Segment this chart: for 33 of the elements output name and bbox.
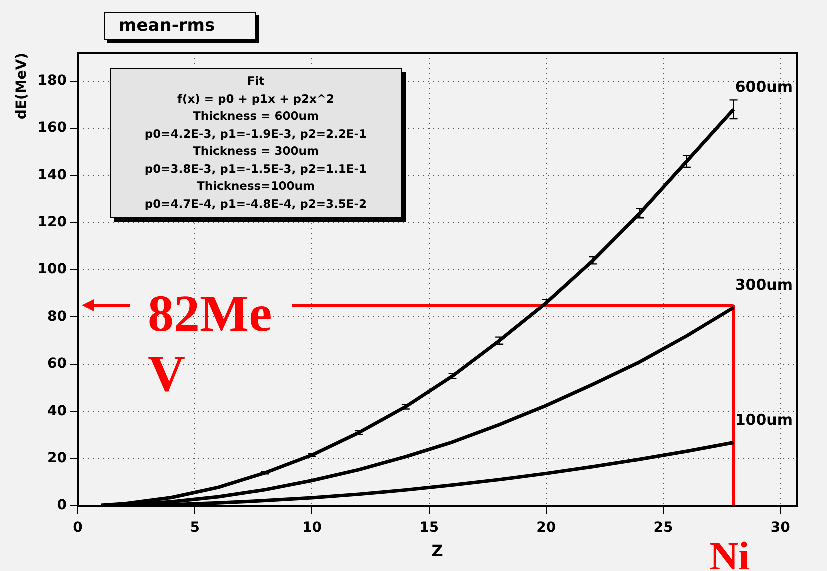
x-tick-label: 30 <box>770 520 791 536</box>
annotation: p0=4.7E-4, p1=-4.8E-4, p2=3.5E-2 <box>144 196 368 212</box>
ref-line-label: 82MeV <box>148 286 272 403</box>
y-tick-label: 20 <box>48 450 68 466</box>
x-tick-label: 20 <box>536 520 556 536</box>
annotation: p0=3.8E-3, p1=-1.5E-3, p2=1.1E-1 <box>144 160 368 178</box>
y-tick-label: 140 <box>38 167 68 184</box>
x-tick-label: 15 <box>420 520 440 536</box>
x-tick-label: 10 <box>302 520 322 536</box>
y-tick-label: 0 <box>57 498 68 514</box>
y-tick-label: 40 <box>48 403 68 420</box>
y-tick-label: 180 <box>38 72 68 89</box>
ref-line-label: Ni <box>710 533 750 571</box>
annotation: Thickness = 600um <box>192 108 320 125</box>
title-box: mean-rms <box>104 12 256 40</box>
annotation: p0=4.2E-3, p1=-1.9E-3, p2=2.2E-1 <box>144 126 368 142</box>
y-tick-label: 60 <box>48 356 68 372</box>
y-axis-title: dE(MeV) <box>14 53 30 120</box>
x-tick-label: 5 <box>190 520 200 536</box>
y-tick-label: 80 <box>48 308 68 325</box>
annotation: f(x) = p0 + p1x + p2x^2 <box>176 90 336 108</box>
series-label: 100um <box>735 411 793 430</box>
series-label: 600um <box>735 78 793 96</box>
x-tick-label: 0 <box>73 520 84 536</box>
x-axis-title: Z <box>432 542 444 561</box>
series-label: 300um <box>735 276 793 294</box>
y-tick-label: 160 <box>38 120 68 136</box>
y-tick-label: 120 <box>38 214 68 231</box>
annotation: Thickness = 300um <box>192 143 320 160</box>
x-tick-label: 25 <box>654 520 674 536</box>
y-tick-label: 100 <box>38 262 68 278</box>
annotation: Fit <box>246 73 266 90</box>
annotation: Thickness=100um <box>196 178 316 195</box>
